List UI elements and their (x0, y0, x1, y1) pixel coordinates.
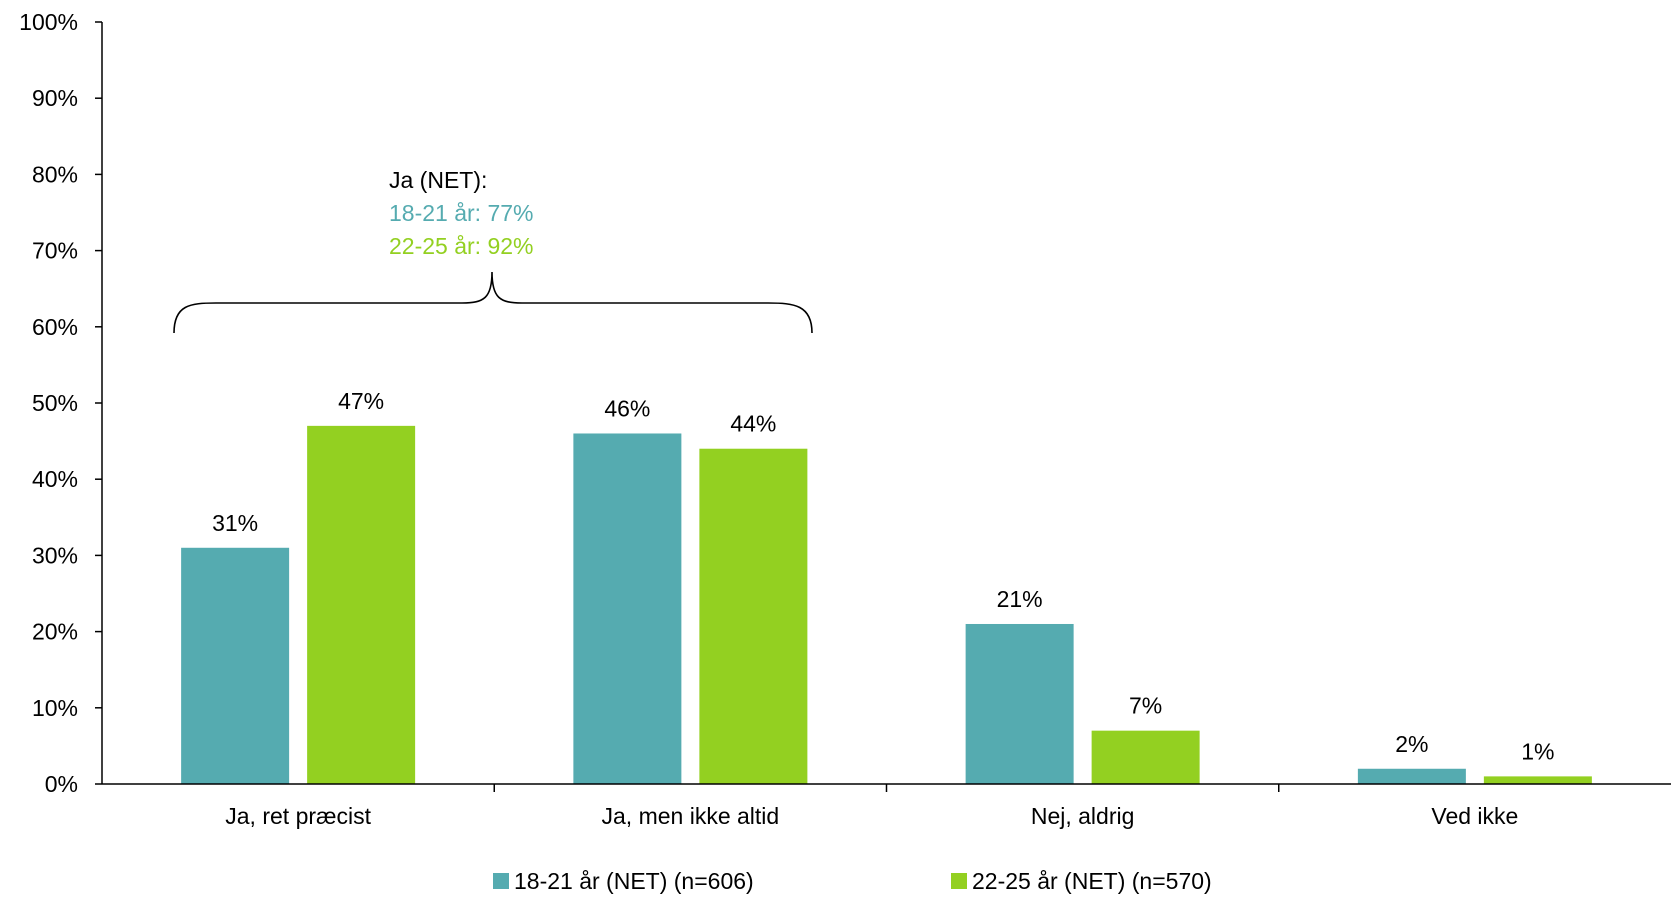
legend-swatch-1 (493, 873, 509, 889)
legend-swatch-2 (951, 873, 967, 889)
bar (181, 547, 290, 784)
bar (1357, 768, 1466, 784)
y-tick-label: 90% (32, 85, 78, 111)
y-axis: 0% 10% 20% 30% 40% 50% 60% 70% 80% 90% 100% (19, 9, 103, 797)
y-tick-label: 100% (19, 9, 78, 35)
data-label: 2% (1395, 731, 1428, 757)
category-label: Nej, aldrig (1031, 803, 1135, 829)
y-tick-label: 80% (32, 161, 78, 187)
annotation: Ja (NET): 18-21 år: 77% 22-25 år: 92% (173, 167, 813, 334)
bars (181, 425, 1592, 784)
y-tick-label: 10% (32, 695, 78, 721)
data-label: 46% (604, 395, 650, 421)
annotation-brace (173, 271, 813, 334)
y-tick-label: 30% (32, 542, 78, 568)
data-labels: 31% 46% 21% 2% 47% 44% 7% 1% (212, 388, 1554, 765)
data-label: 31% (212, 510, 258, 536)
data-label: 44% (730, 411, 776, 437)
category-label: Ja, men ikke altid (602, 803, 780, 829)
bar (1483, 776, 1592, 784)
annotation-line-2: 22-25 år: 92% (389, 233, 533, 259)
annotation-line-1: 18-21 år: 77% (389, 200, 533, 226)
legend-label-2: 22-25 år (NET) (n=570) (972, 868, 1212, 894)
y-tick-label: 0% (45, 771, 78, 797)
annotation-title: Ja (NET): (389, 167, 487, 193)
category-label: Ved ikke (1431, 803, 1518, 829)
bar (573, 433, 682, 784)
bar (307, 425, 416, 784)
category-label: Ja, ret præcist (225, 803, 371, 829)
legend: 18-21 år (NET) (n=606) 22-25 år (NET) (n… (493, 868, 1212, 894)
bar (1091, 730, 1200, 784)
x-axis: Ja, ret præcist Ja, men ikke altid Nej, al… (102, 783, 1671, 829)
bar (699, 448, 808, 784)
data-label: 7% (1129, 693, 1162, 719)
y-tick-label: 40% (32, 466, 78, 492)
legend-label-1: 18-21 år (NET) (n=606) (514, 868, 754, 894)
y-tick-label: 20% (32, 619, 78, 645)
y-tick-label: 70% (32, 238, 78, 264)
data-label: 1% (1521, 738, 1554, 764)
data-label: 21% (997, 586, 1043, 612)
data-label: 47% (338, 388, 384, 414)
bar (965, 623, 1074, 784)
y-tick-label: 60% (32, 314, 78, 340)
y-tick-label: 50% (32, 390, 78, 416)
